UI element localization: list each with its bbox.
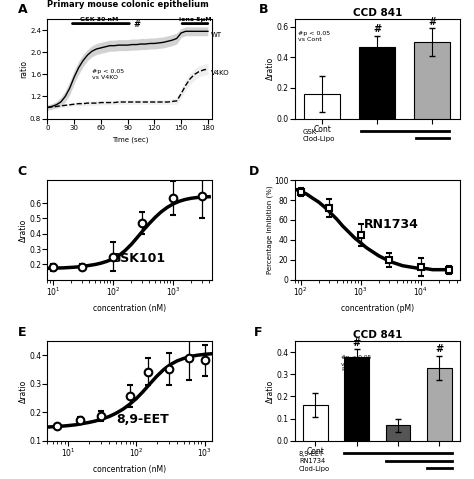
Text: GSK101: GSK101 xyxy=(110,252,165,265)
Text: #: # xyxy=(353,338,361,348)
Title: CCD 841: CCD 841 xyxy=(353,8,402,18)
Text: Clod-Lipo: Clod-Lipo xyxy=(303,136,336,142)
Y-axis label: Δratio: Δratio xyxy=(18,379,27,402)
Text: C: C xyxy=(18,165,27,178)
Text: #p < 0.05
vs V4KO: #p < 0.05 vs V4KO xyxy=(92,69,124,80)
Text: F: F xyxy=(254,326,262,339)
Text: #p < 0.05
vs Cont: #p < 0.05 vs Cont xyxy=(298,31,330,42)
Y-axis label: Δratio: Δratio xyxy=(18,218,27,241)
X-axis label: concentration (pM): concentration (pM) xyxy=(341,304,414,313)
Text: WT: WT xyxy=(210,32,222,38)
Text: RN1734: RN1734 xyxy=(364,218,419,231)
Bar xyxy=(303,405,328,441)
Text: #: # xyxy=(435,344,443,354)
Title: CCD 841: CCD 841 xyxy=(353,331,402,341)
Text: Primary mouse colonic epithelium: Primary mouse colonic epithelium xyxy=(47,0,209,9)
Text: 8,9-EET: 8,9-EET xyxy=(299,451,324,457)
Bar xyxy=(359,46,395,119)
Text: V4KO: V4KO xyxy=(210,70,229,76)
Text: A: A xyxy=(18,3,27,16)
Text: iono 5μM: iono 5μM xyxy=(179,17,211,22)
Bar xyxy=(427,368,452,441)
Y-axis label: Δratio: Δratio xyxy=(266,379,275,402)
Text: E: E xyxy=(18,326,26,339)
X-axis label: concentration (nM): concentration (nM) xyxy=(93,304,166,313)
Text: #: # xyxy=(428,16,437,26)
Y-axis label: Percentage inhibition (%): Percentage inhibition (%) xyxy=(266,185,273,274)
Text: #: # xyxy=(373,24,382,34)
Text: #p < 0.05
vs Cont,
RN1734: #p < 0.05 vs Cont, RN1734 xyxy=(341,355,372,372)
Text: RN1734: RN1734 xyxy=(299,458,325,464)
Text: #: # xyxy=(133,20,140,29)
Text: Clod-Lipo: Clod-Lipo xyxy=(299,466,330,472)
Y-axis label: Δratio: Δratio xyxy=(266,57,275,80)
Text: B: B xyxy=(258,3,268,16)
Text: 8,9-EET: 8,9-EET xyxy=(117,413,169,426)
Bar xyxy=(344,357,369,441)
Y-axis label: ratio: ratio xyxy=(19,60,28,78)
X-axis label: Time (sec): Time (sec) xyxy=(111,137,148,143)
Bar xyxy=(304,94,340,119)
Text: GSK 30 nM: GSK 30 nM xyxy=(80,17,118,22)
Text: D: D xyxy=(249,165,259,178)
X-axis label: concentration (nM): concentration (nM) xyxy=(93,465,166,474)
Text: GSK: GSK xyxy=(303,129,317,136)
Bar xyxy=(385,425,410,441)
Bar xyxy=(414,42,450,119)
